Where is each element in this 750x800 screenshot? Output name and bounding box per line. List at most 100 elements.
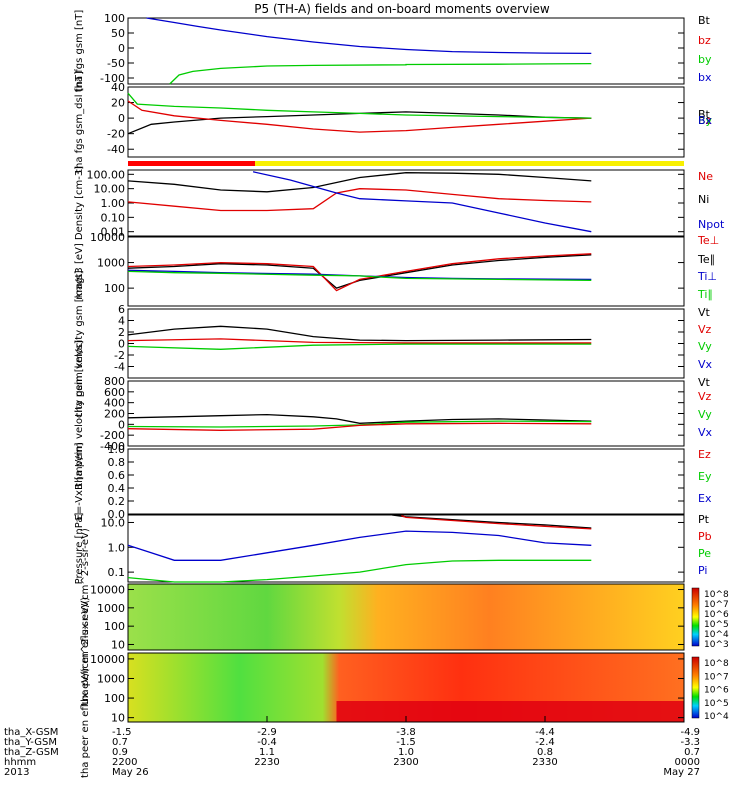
x-row-value: 0000 [675,757,700,768]
y-tick-label: 1000 [97,602,125,615]
legend-entry: Bt [698,108,711,121]
x-row-value: May 27 [663,767,700,778]
y-tick-label: 0.01 [101,226,126,239]
y-tick-label: -200 [100,429,125,442]
x-row-value: 0.7 [112,737,128,748]
legend-entry: By [698,114,713,127]
y-tick-label: -4 [114,361,125,374]
x-row-value: 0.9 [112,747,128,758]
legend-entry: Pb [698,530,712,543]
y-tick-label: 2 [118,326,125,339]
legend-entry: Ti∥ [697,288,713,301]
y-tick-label: 10000 [90,653,125,666]
series-Te⊥ [127,253,592,292]
legend-entry: Te∥ [697,253,715,266]
x-row-value: -4.9 [680,727,700,738]
y-tick-label: 0.2 [108,495,126,508]
legend-entry: Pi [698,564,707,577]
y-tick-label: -400 [100,440,125,453]
legend-entry: Bx [698,114,713,127]
x-row-value: 2200 [112,757,137,768]
colorbar-label: 10^5 [704,620,729,630]
y-tick-label: 1.0 [108,443,126,456]
legend-entry: by [698,53,712,66]
x-row-label: tha_Z-GSM [4,747,59,758]
panel-frame [127,86,685,158]
x-row-value: 0.8 [537,747,553,758]
y-axis-label: Pressure [nPa] [74,513,85,585]
y-tick-label: -40 [107,143,125,156]
y-tick-label: 0 [118,112,125,125]
mode-bar-red [128,161,255,166]
y-tick-label: -2 [114,349,125,362]
y-tick-label: -20 [107,128,125,141]
legend-entry: Ex [698,492,712,505]
y-axis-label: tha peim velocity gsm [km/s] [74,340,85,487]
series-Pe [127,559,592,583]
series-By [127,92,592,119]
colorbar-scale [691,587,700,647]
panel-exb: 1.00.80.60.40.20.0 E=-VxB [mV/m] Ez Ey Ex [74,442,712,521]
y-tick-label: 800 [104,375,125,388]
series-Vz [127,338,592,344]
y-tick-label: 1.0 [108,541,126,554]
x-row-value: -3.8 [396,727,416,738]
series-Ti⊥ [127,269,592,281]
colorbar-label: 10^3 [704,640,729,650]
colorbar-label: 10^7 [704,672,729,682]
legend-entry: Vx [698,426,713,439]
legend-entry: Ey [698,470,712,483]
y-tick-label: 10000 [90,231,125,244]
colorbar-label: 10^6 [704,686,729,696]
y-tick-label: 10000 [90,584,125,597]
x-row-value: 1.0 [398,747,414,758]
series-Bt [127,111,592,135]
y-tick-label: 1.00 [101,197,126,210]
series-by [169,62,592,85]
colorbar-label: 10^8 [704,659,729,669]
heatmap-fill [128,584,684,650]
x-row-value: 2300 [393,757,418,768]
x-row-value: 2330 [532,757,557,768]
panel-frame [127,169,685,237]
y-axis-label: tha peer en eflux eV/(cm^2-s-sr-eV) [80,597,91,778]
y-tick-label: 1000 [97,257,125,270]
colorbar-label: 10^7 [704,600,729,610]
x-row-label: tha_Y-GSM [4,737,57,748]
legend-entry: Te⊥ [697,234,719,247]
y-axis-label: tha peir en eflux eV/(cm^2-s-sr-eV) [80,528,91,706]
colorbar-scale [691,656,700,719]
series-Pi [127,530,592,561]
legend-entry: Bt [698,14,711,27]
y-tick-label: 0 [118,418,125,431]
y-tick-label: 0.4 [108,482,126,495]
y-tick-label: 200 [104,408,125,421]
colorbar: 10^810^710^610^510^410^3 [691,587,729,650]
y-tick-label: 0.10 [101,211,126,224]
legend-entry: Vy [698,408,712,421]
y-tick-label: 4 [118,315,125,328]
x-row-value: -2.4 [535,737,555,748]
legend-entry: Pt [698,513,710,526]
colorbar-label: 10^6 [704,610,729,620]
legend-entry: Npot [698,218,725,231]
y-tick-label: 20 [111,97,125,110]
y-tick-label: -100 [100,72,125,85]
y-tick-label: 100 [104,12,125,25]
x-row-label: 2013 [4,767,29,778]
legend-entry: Vx [698,358,713,371]
y-axis-label: tha peim velocity gsm [km/s] [74,270,85,417]
x-row-value: -4.4 [535,727,555,738]
series-bx [146,17,592,55]
legend-entry: Ne [698,170,713,183]
y-tick-label: -50 [107,57,125,70]
y-tick-label: 0.0 [108,508,126,521]
panel-pressure: 10.0 1.0 0.1 Pressure [nPa] Pt Pb Pe Pi [74,513,712,585]
panel-frame [127,17,685,85]
y-tick-label: 0.6 [108,469,126,482]
y-axis-label: Density [cm-3] [74,166,85,240]
